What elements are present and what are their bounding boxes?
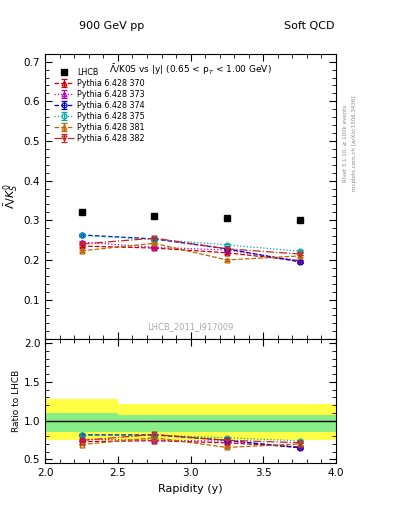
Legend: LHCB, Pythia 6.428 370, Pythia 6.428 373, Pythia 6.428 374, Pythia 6.428 375, Py: LHCB, Pythia 6.428 370, Pythia 6.428 373… [52,67,147,145]
X-axis label: Rapidity (y): Rapidity (y) [158,484,223,494]
Text: 900 GeV pp: 900 GeV pp [79,20,144,31]
Text: Rivet 3.1.10, ≥ 100k events: Rivet 3.1.10, ≥ 100k events [343,105,348,182]
Y-axis label: $\bar{\Lambda}/K^0_S$: $\bar{\Lambda}/K^0_S$ [2,184,21,209]
Text: $\bar{\Lambda}$/K0S vs |y| (0.65 < p$_T$ < 1.00 GeV): $\bar{\Lambda}$/K0S vs |y| (0.65 < p$_T$… [109,62,272,77]
Text: mcplots.cern.ch [arXiv:1306.3436]: mcplots.cern.ch [arXiv:1306.3436] [352,96,357,191]
Y-axis label: Ratio to LHCB: Ratio to LHCB [12,370,21,433]
Text: LHCB_2011_I917009: LHCB_2011_I917009 [147,322,234,331]
Text: Soft QCD: Soft QCD [284,20,334,31]
